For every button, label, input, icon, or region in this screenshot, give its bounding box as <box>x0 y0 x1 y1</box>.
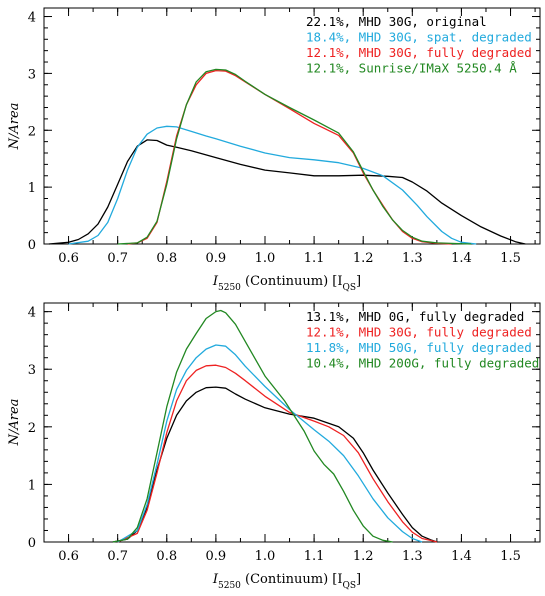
series-line-1 <box>48 139 526 245</box>
y-tick-label: 3 <box>28 363 36 378</box>
legend-entry-3: 11.8%, MHD 50G, fully degraded <box>306 340 532 355</box>
x-tick-label: 0.9 <box>206 251 227 266</box>
x-tick-label: 1.5 <box>500 251 521 266</box>
y-axis-label: N/Area <box>7 399 22 447</box>
y-tick-label: 2 <box>28 124 36 139</box>
x-tick-label: 1.3 <box>402 549 423 564</box>
chart-panel-1: 0.6 0.7 0.8 0.9 1.0 1.1 1.2 1.3 1.4 1.5 0 1 2 3 4 22.1%… <box>7 7 541 293</box>
x-tick-label: 1.1 <box>304 251 325 266</box>
x-tick-label: 1.3 <box>402 251 423 266</box>
y-tick-label: 0 <box>28 536 36 551</box>
x-tick-label: 0.7 <box>107 251 128 266</box>
y-tick-label: 4 <box>28 306 36 321</box>
x-tick-label: 0.8 <box>156 549 177 564</box>
y-tick-label: 1 <box>28 181 36 196</box>
legend-entry-3: 12.1%, MHD 30G, fully degraded <box>306 45 532 60</box>
x-tick-label: 0.6 <box>58 251 79 266</box>
x-tick-label: 0.6 <box>58 549 79 564</box>
legend-entry-4: 12.1%, Sunrise/IMaX 5250.4 Å <box>306 61 517 76</box>
x-tick-label: 0.7 <box>107 549 128 564</box>
x-tick-label: 1.5 <box>500 549 521 564</box>
y-tick-label: 1 <box>28 478 36 493</box>
legend-entry-2: 12.1%, MHD 30G, fully degraded <box>306 325 532 340</box>
series-line-4 <box>112 309 393 543</box>
x-tick-label: 1.4 <box>451 251 472 266</box>
plot-frame <box>43 302 541 543</box>
y-axis-label: N/Area <box>7 103 22 151</box>
x-axis-label: I5250 (Continuum) [IQS] <box>212 572 361 591</box>
series-line-4 <box>117 68 472 245</box>
x-tick-label: 0.8 <box>156 251 177 266</box>
y-tick-label: 0 <box>28 238 36 253</box>
chart-panel-2: 0.6 0.7 0.8 0.9 1.0 1.1 1.2 1.3 1.4 1.5 0 1 2 3 4 13.1%… <box>7 302 541 591</box>
plot-frame <box>43 7 541 245</box>
x-tick-label: 1.1 <box>304 549 325 564</box>
legend-entry-1: 22.1%, MHD 30G, original <box>306 14 487 29</box>
y-tick-label: 4 <box>28 11 36 26</box>
legend-entry-4: 10.4%, MHD 200G, fully degraded <box>306 356 539 371</box>
x-axis-label: I5250 (Continuum) [IQS] <box>212 274 361 293</box>
x-tick-label: 0.9 <box>206 549 227 564</box>
series-line-2 <box>117 364 438 543</box>
x-tick-label: 1.4 <box>451 549 472 564</box>
legend-entry-1: 13.1%, MHD 0G, fully degraded <box>306 309 524 324</box>
y-tick-label: 3 <box>28 67 36 82</box>
series-line-2 <box>68 125 477 245</box>
y-tick-label: 2 <box>28 421 36 436</box>
series-line-3 <box>117 344 423 543</box>
x-tick-label: 1.2 <box>353 549 374 564</box>
legend-entry-2: 18.4%, MHD 30G, spat. degraded <box>306 30 532 45</box>
x-tick-label: 1.0 <box>255 251 276 266</box>
x-tick-label: 1.0 <box>255 549 276 564</box>
x-tick-label: 1.2 <box>353 251 374 266</box>
